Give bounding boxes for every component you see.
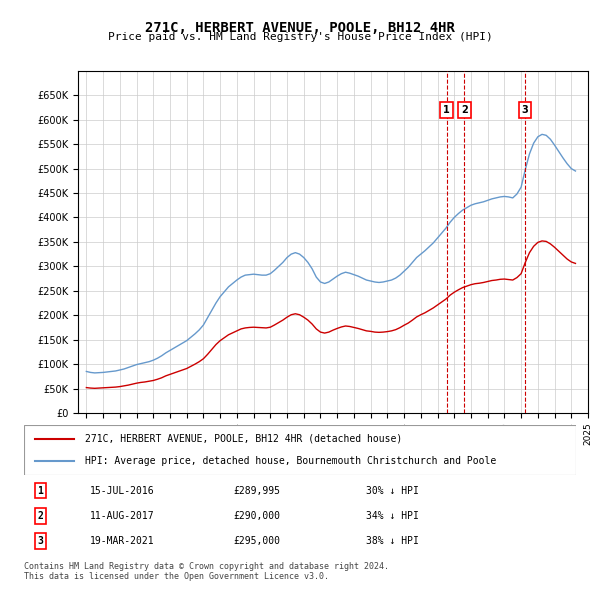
Text: 2: 2 [461, 105, 468, 115]
Text: 15-JUL-2016: 15-JUL-2016 [90, 486, 155, 496]
Text: 19-MAR-2021: 19-MAR-2021 [90, 536, 155, 546]
Text: £295,000: £295,000 [234, 536, 281, 546]
Text: 11-AUG-2017: 11-AUG-2017 [90, 511, 155, 521]
Text: HPI: Average price, detached house, Bournemouth Christchurch and Poole: HPI: Average price, detached house, Bour… [85, 456, 496, 466]
Text: Contains HM Land Registry data © Crown copyright and database right 2024.: Contains HM Land Registry data © Crown c… [24, 562, 389, 571]
Text: 38% ↓ HPI: 38% ↓ HPI [366, 536, 419, 546]
Text: 271C, HERBERT AVENUE, POOLE, BH12 4HR (detached house): 271C, HERBERT AVENUE, POOLE, BH12 4HR (d… [85, 434, 402, 444]
Text: 2: 2 [38, 511, 43, 521]
Text: Price paid vs. HM Land Registry's House Price Index (HPI): Price paid vs. HM Land Registry's House … [107, 32, 493, 42]
Text: 1: 1 [443, 105, 450, 115]
Text: 34% ↓ HPI: 34% ↓ HPI [366, 511, 419, 521]
Text: 30% ↓ HPI: 30% ↓ HPI [366, 486, 419, 496]
Text: £289,995: £289,995 [234, 486, 281, 496]
Text: 271C, HERBERT AVENUE, POOLE, BH12 4HR: 271C, HERBERT AVENUE, POOLE, BH12 4HR [145, 21, 455, 35]
Text: This data is licensed under the Open Government Licence v3.0.: This data is licensed under the Open Gov… [24, 572, 329, 581]
Text: 3: 3 [521, 105, 528, 115]
FancyBboxPatch shape [24, 425, 576, 475]
Text: 1: 1 [38, 486, 43, 496]
Text: 3: 3 [38, 536, 43, 546]
Text: £290,000: £290,000 [234, 511, 281, 521]
